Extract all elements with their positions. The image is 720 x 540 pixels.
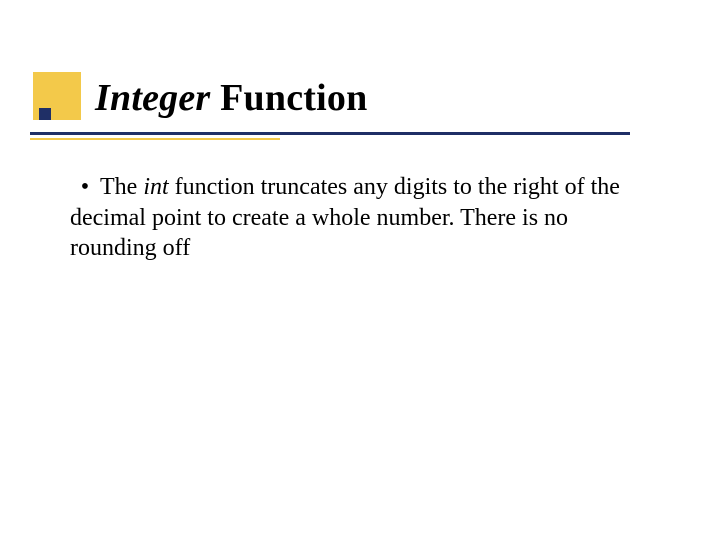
bullet-text-pre: The bbox=[100, 174, 143, 200]
header-decoration bbox=[33, 72, 81, 120]
line-navy bbox=[30, 132, 630, 135]
bullet-text-italic: int bbox=[143, 174, 168, 200]
title-part-italic: Integer bbox=[95, 77, 210, 119]
bullet-glyph: • bbox=[70, 172, 100, 203]
title-part-bold: Function bbox=[220, 77, 367, 119]
title-space bbox=[210, 77, 220, 119]
slide-title: Integer Function bbox=[95, 78, 367, 120]
bullet-item: •The int function truncates any digits t… bbox=[70, 172, 660, 264]
slide-body: •The int function truncates any digits t… bbox=[70, 172, 660, 264]
navy-square bbox=[39, 108, 51, 120]
line-gold bbox=[30, 138, 280, 140]
slide: Integer Function •The int function trunc… bbox=[0, 0, 720, 540]
